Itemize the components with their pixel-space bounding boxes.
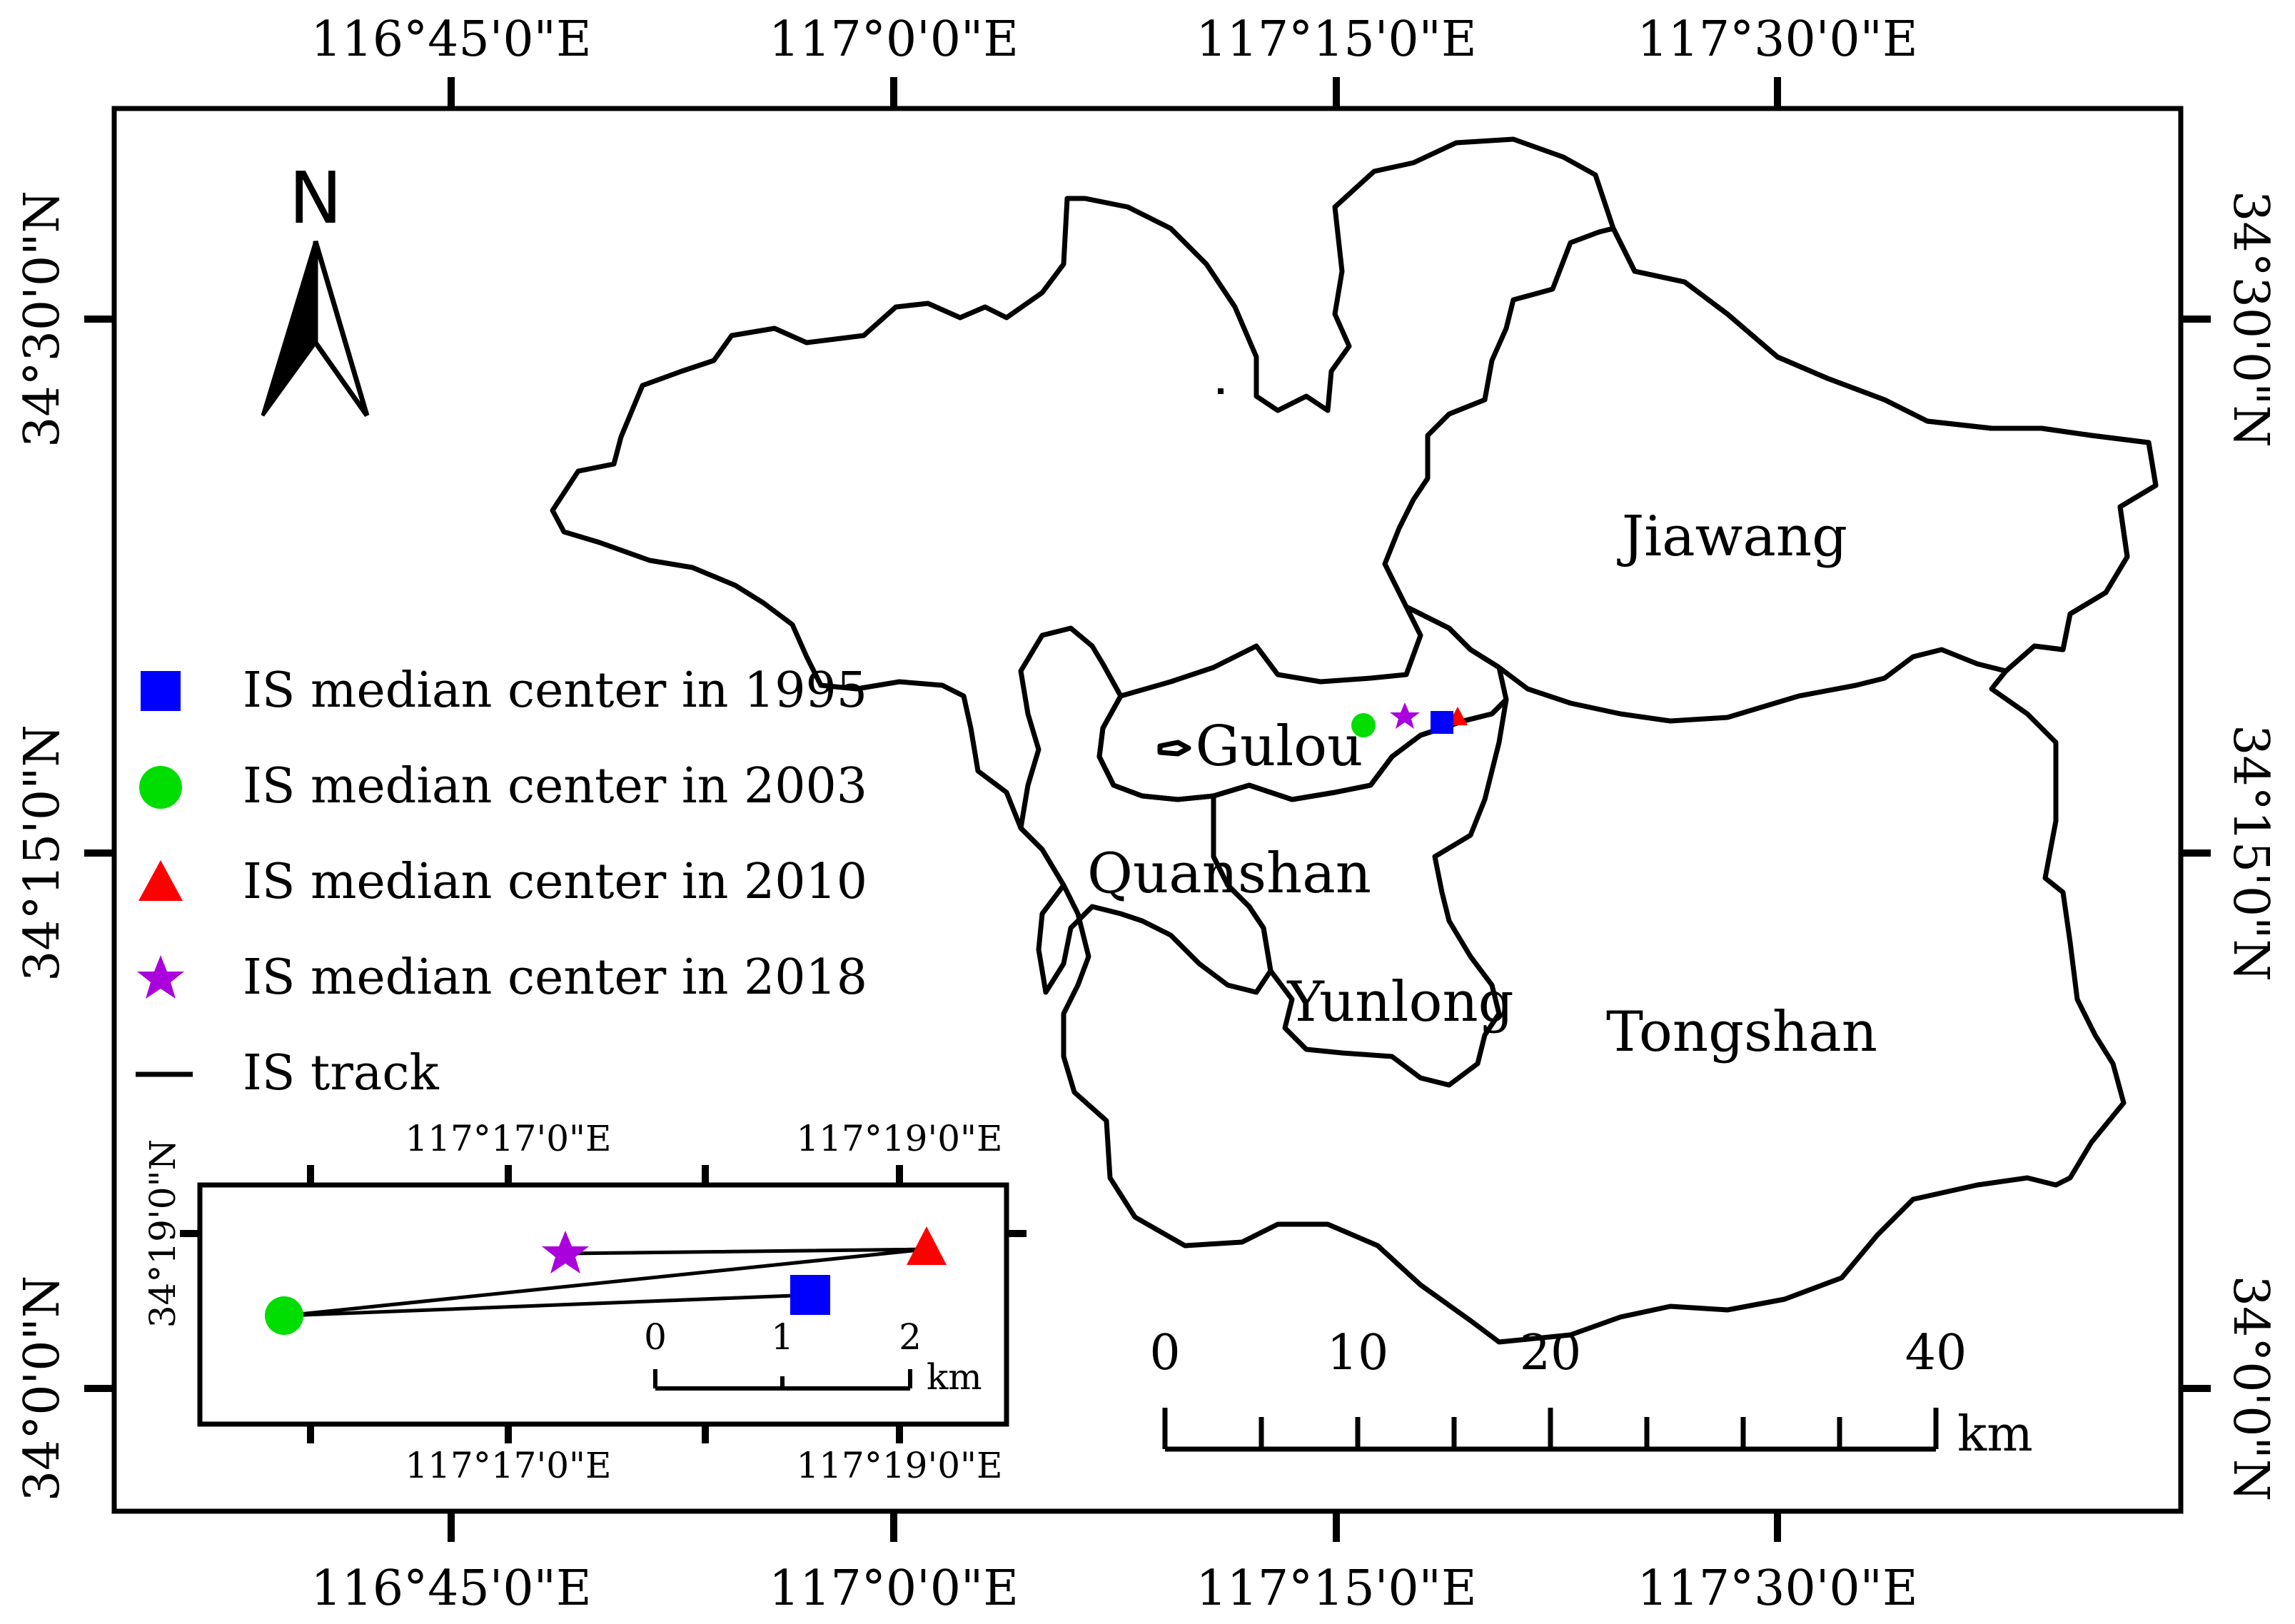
right-lat-label: 34°0'0"N: [2222, 1276, 2279, 1502]
inset-top-lon-label: 117°19'0"E: [796, 1118, 1002, 1159]
district-label-jiawang: Jiawang: [1617, 505, 1847, 569]
top-lon-label: 116°45'0"E: [311, 11, 591, 68]
inset-map: 117°17'0"E 117°19'0"E 117°17'0"E 117°19'…: [142, 1118, 1027, 1486]
legend: IS median center in 1995 IS median cente…: [136, 662, 867, 1101]
left-lat-label: 34°30'0"N: [14, 191, 71, 448]
north-arrow-label: N: [289, 156, 343, 240]
top-lon-label: 117°15'0"E: [1196, 11, 1476, 68]
legend-circle-icon: [139, 766, 182, 809]
legend-square-icon: [141, 671, 181, 711]
inset-scale-label: 1: [771, 1316, 794, 1358]
scale-label: 0: [1149, 1325, 1180, 1381]
legend-label: IS median center in 2018: [243, 949, 867, 1006]
inset-scale-unit: km: [927, 1356, 982, 1398]
yunlong-boundary: [1211, 697, 1509, 1088]
quanshan-boundary: [1018, 625, 1273, 995]
scale-label: 10: [1327, 1325, 1389, 1381]
inset-marker-2010-triangle: [907, 1226, 947, 1265]
top-lon-label: 117°30'0"E: [1637, 11, 1917, 68]
gulou-islet: [1157, 740, 1191, 757]
district-boundaries: [550, 136, 2159, 1345]
scale-label: 40: [1905, 1325, 1967, 1381]
legend-label: IS median center in 2010: [243, 854, 867, 910]
top-lon-label: 117°0'0"E: [769, 11, 1019, 68]
map-frame: [111, 106, 2184, 1514]
district-label-tongshan: Tongshan: [1606, 1000, 1877, 1064]
right-lat-label: 34°30'0"N: [2222, 191, 2279, 448]
inset-frame: [197, 1182, 1009, 1427]
inset-lat-label: 34°19'0"N: [142, 1139, 183, 1328]
main-map-markers: [1351, 702, 1468, 737]
inset-marker-1995-square: [790, 1275, 830, 1315]
bottom-lon-label: 116°45'0"E: [311, 1560, 591, 1617]
north-arrow-left-half: [261, 241, 318, 417]
scale-label: 20: [1520, 1325, 1582, 1381]
marker-2018-star: [1390, 702, 1420, 729]
legend-label: IS median center in 1995: [243, 662, 867, 719]
bottom-lon-label: 117°0'0"E: [769, 1560, 1019, 1617]
legend-label: IS median center in 2003: [243, 758, 867, 814]
left-lat-label: 34°0'0"N: [14, 1276, 71, 1502]
inset-scale-label: 0: [644, 1316, 667, 1358]
left-lat-label: 34°15'0"N: [14, 725, 71, 982]
inset-top-lon-label: 117°17'0"E: [405, 1118, 611, 1159]
marker-2003-circle: [1351, 713, 1376, 737]
lon-ticks: [448, 77, 1781, 1542]
district-label-quanshan: Quanshan: [1087, 842, 1371, 906]
is-track-line: [285, 1247, 927, 1318]
jiawang-boundary: [1382, 226, 2159, 724]
tongshan-boundary: [550, 136, 2159, 1345]
district-label-gulou: Gulou: [1196, 715, 1363, 779]
bottom-lon-label: 117°15'0"E: [1196, 1560, 1476, 1617]
inset-bottom-lon-label: 117°19'0"E: [796, 1445, 1002, 1486]
inset-bottom-lon-label: 117°17'0"E: [405, 1445, 611, 1486]
dot-feature: [1218, 388, 1224, 394]
inset-marker-2018-star: [542, 1231, 589, 1274]
north-arrow-right-half: [313, 241, 370, 418]
inset-scale-label: 2: [899, 1316, 922, 1358]
legend-star-icon: [137, 955, 184, 999]
lat-ticks: [84, 316, 2211, 1392]
scale-unit: km: [1957, 1406, 2033, 1463]
bottom-lon-label: 117°30'0"E: [1637, 1560, 1917, 1617]
marker-1995-square: [1431, 711, 1453, 734]
scale-bar: 0 10 20 40 km: [1149, 1325, 2032, 1463]
legend-label: IS track: [243, 1045, 440, 1101]
district-label-yunlong: Yunlong: [1286, 970, 1513, 1034]
inset-marker-2003-circle: [265, 1296, 303, 1335]
legend-triangle-icon: [138, 860, 183, 901]
north-arrow: N: [261, 156, 370, 418]
right-lat-label: 34°15'0"N: [2222, 725, 2279, 982]
